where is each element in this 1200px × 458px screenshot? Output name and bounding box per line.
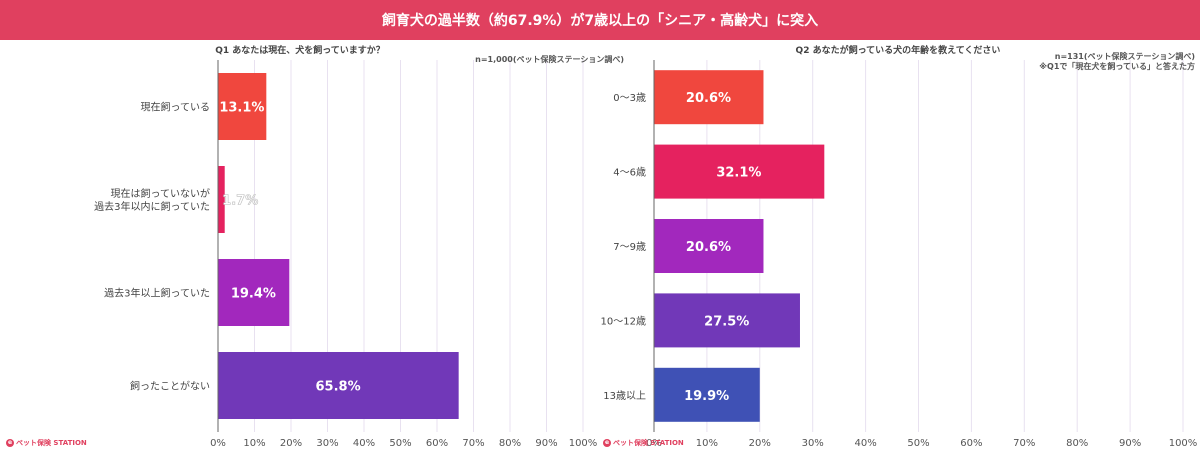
logo-right: e ペット保険 STATION bbox=[603, 438, 684, 448]
banner-title: 飼育犬の過半数（約67.9%）が7歳以上の「シニア・高齢犬」に突入 bbox=[0, 0, 1200, 40]
value-label: 65.8% bbox=[316, 380, 361, 395]
category-label: 現在飼っている bbox=[141, 101, 211, 114]
x-tick-label: 0% bbox=[210, 438, 226, 449]
x-tick-label: 70% bbox=[1013, 438, 1035, 449]
x-tick-label: 100% bbox=[569, 438, 598, 449]
value-label: 32.1% bbox=[716, 166, 761, 181]
x-tick-label: 20% bbox=[749, 438, 771, 449]
category-label: 現在は飼っていないが過去3年以内に飼っていた bbox=[94, 187, 210, 213]
category-label: 13歳以上 bbox=[603, 390, 646, 402]
x-tick-label: 50% bbox=[907, 438, 929, 449]
x-tick-label: 30% bbox=[802, 438, 824, 449]
category-label: 10〜12歳 bbox=[601, 315, 646, 327]
x-tick-label: 50% bbox=[389, 438, 411, 449]
category-label: 4〜6歳 bbox=[613, 167, 646, 179]
value-label: 27.5% bbox=[704, 314, 749, 329]
category-label: 飼ったことがない bbox=[130, 380, 210, 393]
x-tick-label: 10% bbox=[243, 438, 265, 449]
category-label: 7〜9歳 bbox=[613, 241, 646, 253]
value-label: 19.4% bbox=[231, 287, 276, 302]
x-tick-label: 40% bbox=[353, 438, 375, 449]
category-label: 過去3年以上飼っていた bbox=[104, 287, 210, 300]
x-tick-label: 90% bbox=[1119, 438, 1141, 449]
x-tick-label: 0% bbox=[646, 438, 662, 449]
chart-note: n=131(ペット保険ステーション調べ) ※Q1で「現在犬を飼っている」と答えた方 bbox=[1039, 51, 1195, 71]
x-tick-label: 100% bbox=[1169, 438, 1198, 449]
value-label: 20.6% bbox=[686, 91, 731, 106]
x-tick-label: 60% bbox=[960, 438, 982, 449]
x-tick-label: 80% bbox=[1066, 438, 1088, 449]
bar bbox=[218, 259, 290, 326]
bar bbox=[654, 70, 764, 125]
x-tick-label: 40% bbox=[854, 438, 876, 449]
value-label: 13.1% bbox=[219, 101, 264, 116]
category-label: 0〜3歳 bbox=[613, 92, 646, 104]
bar bbox=[218, 166, 225, 233]
bar bbox=[218, 73, 267, 140]
value-label: 1.7% bbox=[222, 194, 258, 209]
value-label: 19.9% bbox=[684, 389, 729, 404]
x-tick-label: 90% bbox=[535, 438, 557, 449]
bar bbox=[654, 144, 825, 199]
x-tick-label: 80% bbox=[499, 438, 521, 449]
chart-title: Q1 あなたは現在、犬を飼っていますか？ bbox=[215, 44, 385, 56]
bar bbox=[218, 352, 459, 419]
value-label: 20.6% bbox=[686, 240, 731, 255]
logo-mark-icon: e bbox=[6, 439, 14, 447]
x-tick-label: 60% bbox=[426, 438, 448, 449]
logo-mark-icon: e bbox=[603, 439, 611, 447]
chart-note: n=1,000(ペット保険ステーション調べ) bbox=[475, 54, 624, 64]
logo-text: ペット保険 STATION bbox=[613, 439, 684, 447]
logo-left: e ペット保険 STATION bbox=[6, 438, 87, 448]
chart-title: Q2 あなたが飼っている犬の年齢を教えてください bbox=[796, 44, 1001, 56]
bar bbox=[654, 367, 760, 422]
logo-text: ペット保険 STATION bbox=[16, 439, 87, 447]
x-tick-label: 10% bbox=[696, 438, 718, 449]
x-tick-label: 20% bbox=[280, 438, 302, 449]
x-tick-label: 30% bbox=[316, 438, 338, 449]
bar bbox=[654, 293, 800, 348]
bar bbox=[654, 219, 764, 273]
x-tick-label: 70% bbox=[462, 438, 484, 449]
